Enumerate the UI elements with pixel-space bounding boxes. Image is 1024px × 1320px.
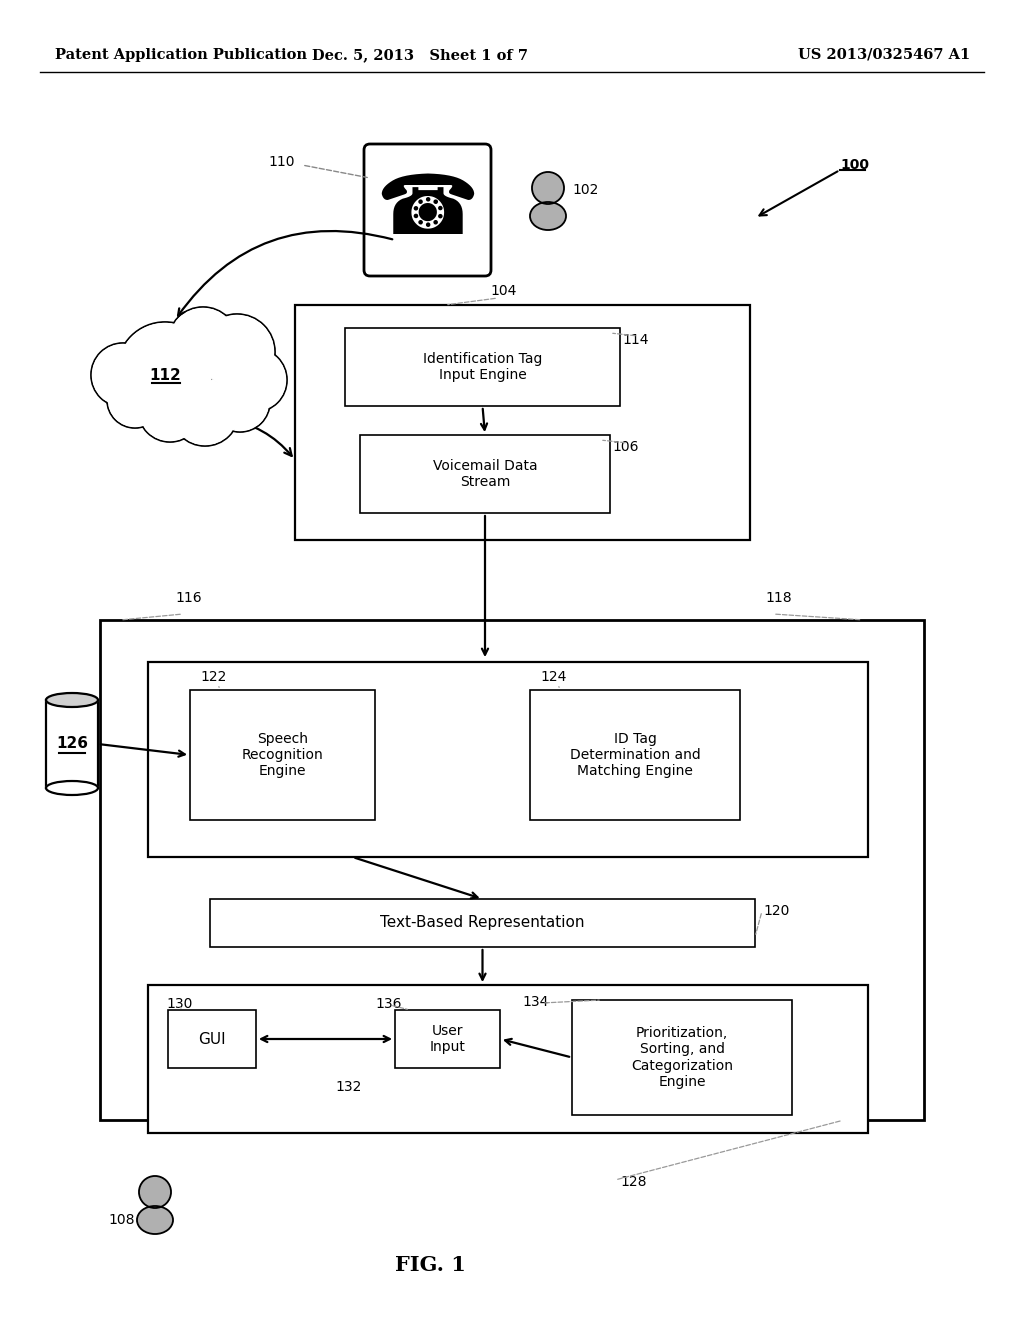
Ellipse shape bbox=[46, 781, 98, 795]
Circle shape bbox=[532, 172, 564, 205]
Text: ID Tag
Determination and
Matching Engine: ID Tag Determination and Matching Engine bbox=[569, 731, 700, 779]
Circle shape bbox=[224, 350, 286, 411]
Circle shape bbox=[139, 380, 201, 441]
Text: FIG. 1: FIG. 1 bbox=[394, 1255, 466, 1275]
Text: US 2013/0325467 A1: US 2013/0325467 A1 bbox=[798, 48, 970, 62]
Circle shape bbox=[172, 380, 238, 445]
Text: 128: 128 bbox=[620, 1175, 646, 1189]
Bar bbox=[46, 700, 98, 788]
Circle shape bbox=[171, 378, 239, 446]
Text: 130: 130 bbox=[166, 997, 193, 1011]
Circle shape bbox=[92, 345, 154, 405]
Text: 136: 136 bbox=[375, 997, 401, 1011]
Circle shape bbox=[138, 378, 202, 442]
Text: Prioritization,
Sorting, and
Categorization
Engine: Prioritization, Sorting, and Categorizat… bbox=[631, 1026, 733, 1089]
Text: Speech
Recognition
Engine: Speech Recognition Engine bbox=[242, 731, 324, 779]
Text: 114: 114 bbox=[622, 333, 648, 347]
Text: 122: 122 bbox=[200, 671, 226, 684]
Text: Text-Based Representation: Text-Based Representation bbox=[380, 916, 585, 931]
Text: 126: 126 bbox=[56, 737, 88, 751]
Circle shape bbox=[170, 309, 237, 375]
Text: 106: 106 bbox=[612, 440, 639, 454]
Text: Patent Application Publication: Patent Application Publication bbox=[55, 48, 307, 62]
Circle shape bbox=[223, 348, 287, 412]
Text: 104: 104 bbox=[490, 284, 516, 298]
Circle shape bbox=[91, 343, 155, 407]
Text: 100: 100 bbox=[840, 158, 869, 172]
Circle shape bbox=[117, 322, 213, 418]
Bar bbox=[190, 690, 375, 820]
Circle shape bbox=[109, 374, 162, 426]
Circle shape bbox=[138, 378, 202, 442]
Bar bbox=[148, 663, 868, 857]
Circle shape bbox=[168, 308, 238, 378]
Text: 112: 112 bbox=[150, 367, 181, 383]
Circle shape bbox=[106, 372, 163, 428]
Text: 116: 116 bbox=[175, 591, 202, 605]
Circle shape bbox=[168, 308, 238, 378]
Circle shape bbox=[117, 322, 213, 418]
Bar bbox=[395, 1010, 500, 1068]
Circle shape bbox=[201, 315, 273, 388]
Circle shape bbox=[223, 348, 287, 412]
Text: 110: 110 bbox=[268, 154, 295, 169]
Bar bbox=[210, 899, 755, 946]
Text: 132: 132 bbox=[335, 1080, 361, 1094]
Circle shape bbox=[199, 314, 275, 389]
Circle shape bbox=[171, 378, 239, 446]
Circle shape bbox=[106, 372, 163, 428]
Bar bbox=[530, 690, 740, 820]
Bar bbox=[360, 436, 610, 513]
Circle shape bbox=[119, 323, 212, 417]
Bar bbox=[148, 985, 868, 1133]
Circle shape bbox=[91, 343, 155, 407]
Text: 134: 134 bbox=[522, 995, 549, 1008]
Circle shape bbox=[139, 1176, 171, 1208]
Ellipse shape bbox=[137, 1206, 173, 1234]
Text: 120: 120 bbox=[763, 904, 790, 917]
Text: 108: 108 bbox=[108, 1213, 134, 1228]
Bar bbox=[295, 305, 750, 540]
Circle shape bbox=[210, 372, 270, 432]
Text: ☎: ☎ bbox=[376, 169, 479, 251]
Text: 118: 118 bbox=[765, 591, 792, 605]
Text: Dec. 5, 2013   Sheet 1 of 7: Dec. 5, 2013 Sheet 1 of 7 bbox=[312, 48, 528, 62]
Circle shape bbox=[199, 314, 275, 389]
Bar bbox=[168, 1010, 256, 1068]
Text: Identification Tag
Input Engine: Identification Tag Input Engine bbox=[423, 352, 542, 381]
Text: 124: 124 bbox=[540, 671, 566, 684]
Circle shape bbox=[212, 374, 268, 430]
Text: Voicemail Data
Stream: Voicemail Data Stream bbox=[433, 459, 538, 490]
Circle shape bbox=[210, 372, 270, 432]
Text: User
Input: User Input bbox=[429, 1024, 466, 1055]
Bar bbox=[345, 327, 620, 407]
FancyBboxPatch shape bbox=[364, 144, 490, 276]
Ellipse shape bbox=[46, 693, 98, 708]
Bar bbox=[572, 1001, 792, 1115]
Text: 102: 102 bbox=[572, 183, 598, 197]
Bar bbox=[100, 620, 924, 1119]
Ellipse shape bbox=[530, 202, 566, 230]
Text: GUI: GUI bbox=[199, 1031, 226, 1047]
